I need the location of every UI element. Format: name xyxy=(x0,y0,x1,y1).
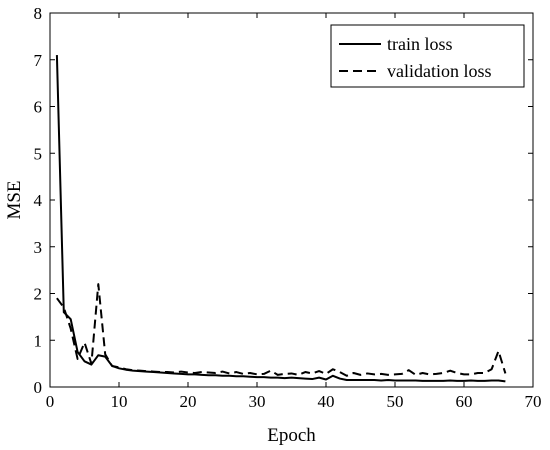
x-tick-label: 50 xyxy=(387,392,404,411)
y-tick-label: 5 xyxy=(34,144,43,163)
legend-label-validation-loss: validation loss xyxy=(387,61,492,81)
x-tick-label: 0 xyxy=(46,392,55,411)
legend-label-train-loss: train loss xyxy=(387,34,453,54)
x-tick-label: 70 xyxy=(525,392,542,411)
legend: train loss validation loss xyxy=(330,24,525,88)
y-tick-label: 6 xyxy=(34,98,43,117)
y-tick-label: 3 xyxy=(34,238,43,257)
y-tick-label: 1 xyxy=(34,331,43,350)
y-tick-label: 7 xyxy=(34,51,43,70)
x-axis-title: Epoch xyxy=(267,425,316,446)
y-axis-title: MSE xyxy=(4,180,25,219)
axis-ticks: 0 10 20 30 40 50 60 70 0 1 2 3 4 5 6 7 8 xyxy=(34,4,542,411)
x-tick-label: 40 xyxy=(318,392,335,411)
x-tick-label: 30 xyxy=(249,392,266,411)
y-tick-label: 4 xyxy=(34,191,43,210)
x-tick-label: 20 xyxy=(180,392,197,411)
y-tick-label: 0 xyxy=(34,378,43,397)
series-line-validation-loss xyxy=(56,283,507,377)
legend-box xyxy=(330,24,525,88)
x-tick-label: 10 xyxy=(111,392,128,411)
series-layer xyxy=(55,55,507,383)
y-tick-label: 2 xyxy=(34,285,43,304)
y-tick-label: 8 xyxy=(34,4,43,23)
x-tick-label: 60 xyxy=(456,392,473,411)
